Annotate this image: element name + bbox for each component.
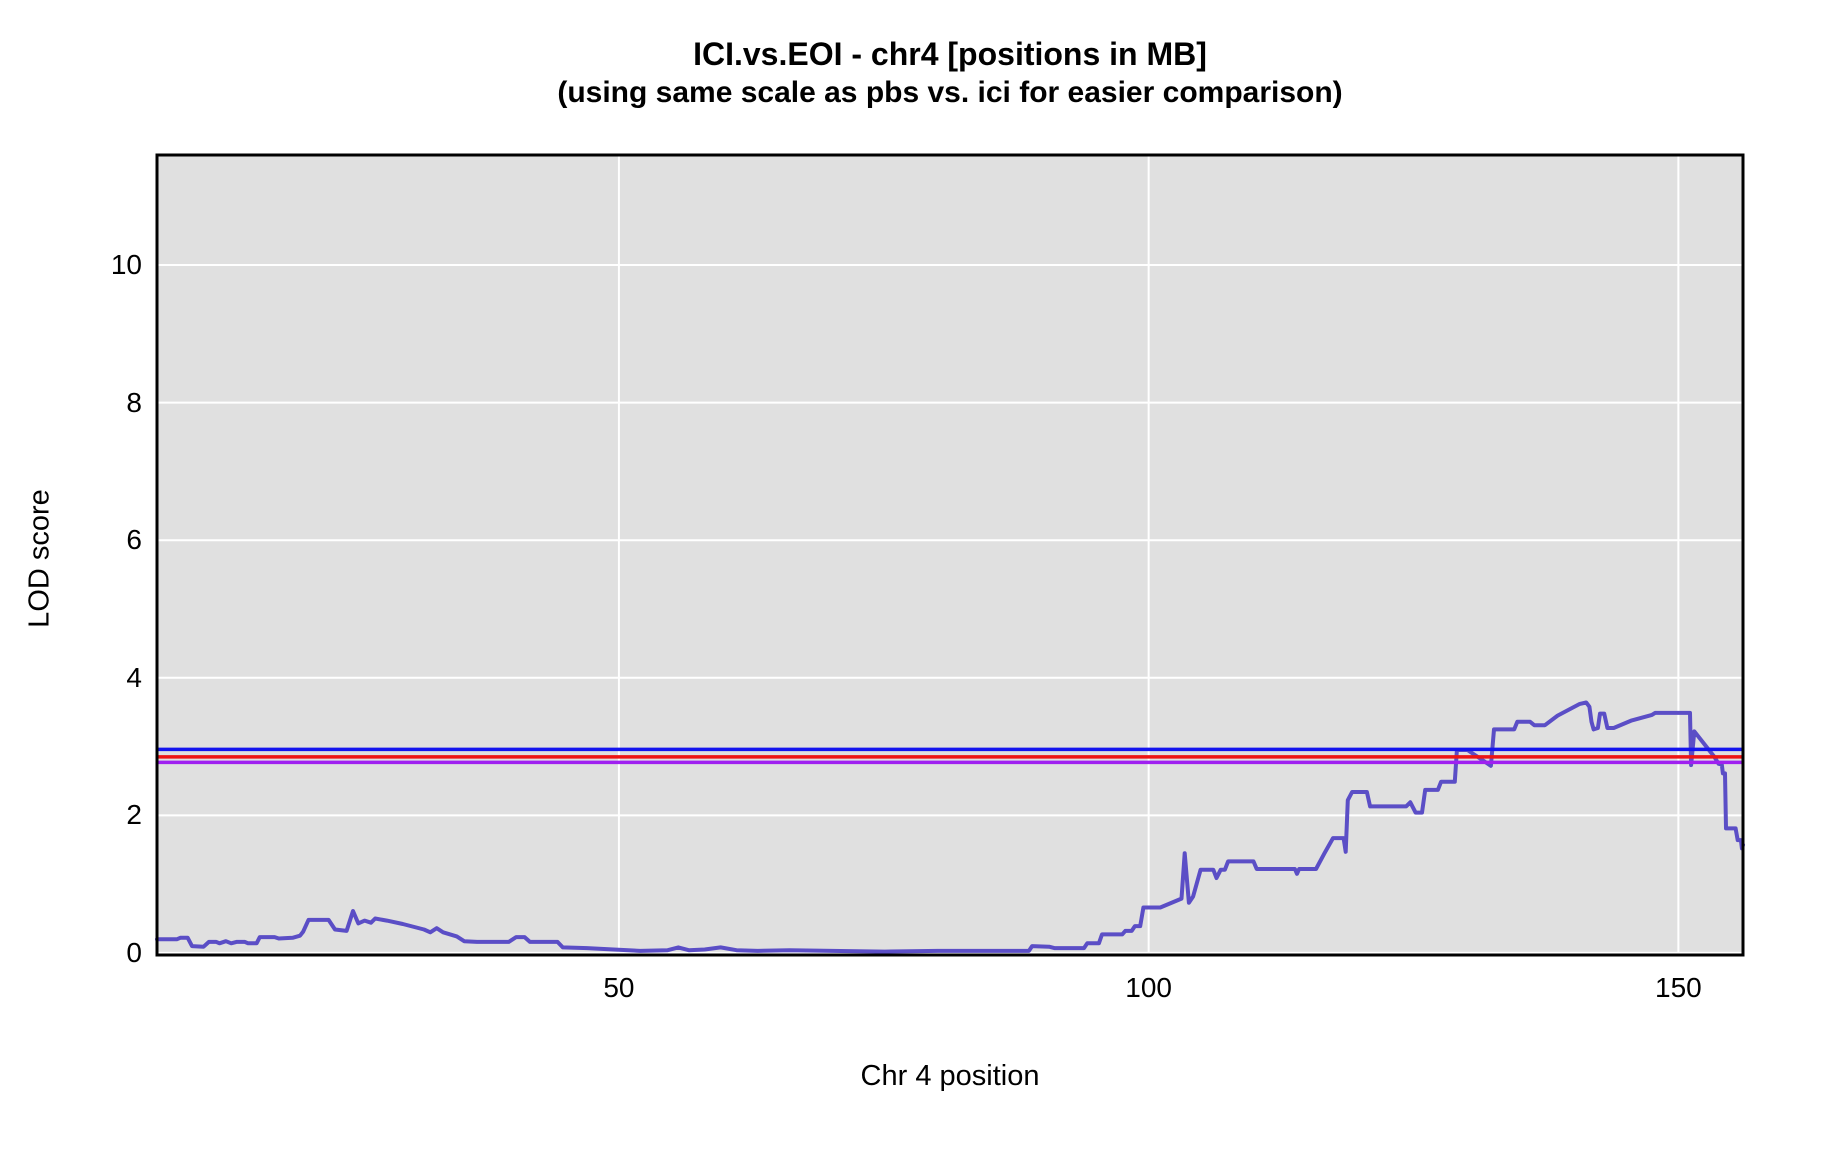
- plot-panel: [157, 155, 1743, 955]
- chart-title: ICI.vs.EOI - chr4 [positions in MB]: [693, 36, 1207, 72]
- lod-curve: [155, 700, 1745, 954]
- panel-border: [155, 153, 1745, 957]
- y-tick-label: 0: [126, 936, 142, 968]
- y-tick-label: 6: [126, 524, 142, 556]
- y-tick-label: 4: [126, 661, 142, 693]
- y-tick-label: 8: [126, 386, 142, 418]
- y-tick-label: 10: [110, 249, 142, 281]
- x-tick-label: 100: [1125, 972, 1172, 1003]
- y-tick-label: 2: [126, 799, 142, 831]
- x-tick-label: 50: [603, 972, 635, 1003]
- chart-subtitle: (using same scale as pbs vs. ici for eas…: [557, 76, 1343, 109]
- x-tick-label: 150: [1655, 972, 1702, 1003]
- x-axis-label: Chr 4 position: [860, 1060, 1040, 1092]
